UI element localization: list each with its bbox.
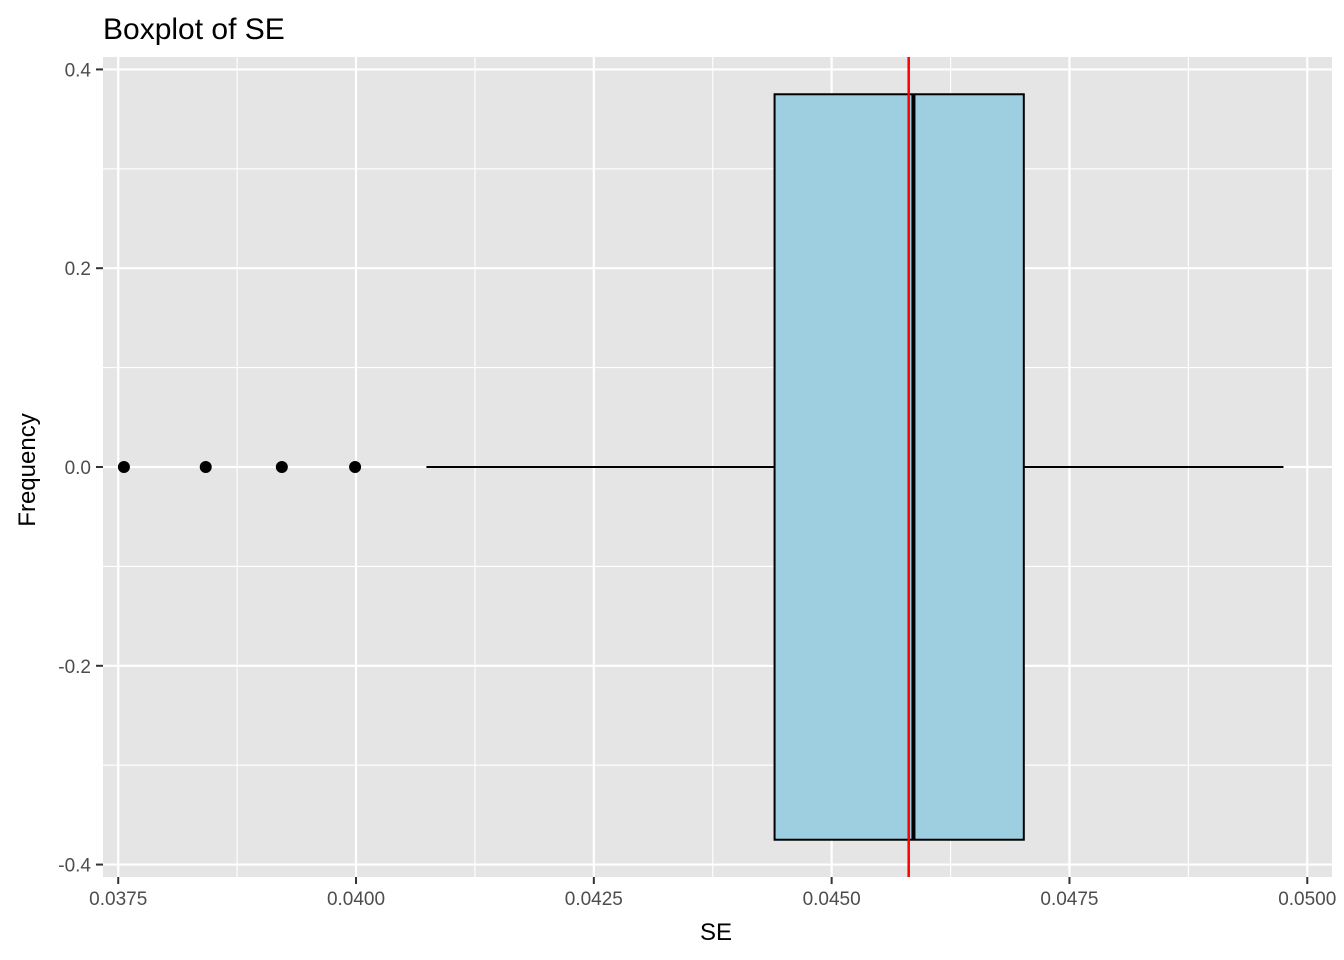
y-tick-label: 0.4 — [65, 60, 92, 81]
axis-ticks — [96, 68, 1309, 884]
chart-title: Boxplot of SE — [103, 13, 285, 46]
outlier-point — [349, 461, 362, 473]
x-tick-label: 0.0475 — [1040, 889, 1098, 910]
x-axis-title: SE — [700, 919, 732, 946]
y-tick-label: 0.2 — [65, 259, 91, 280]
outlier-point — [199, 461, 212, 473]
outlier-point — [117, 461, 130, 473]
outlier-point — [275, 461, 288, 473]
y-axis-title: Frequency — [14, 413, 41, 526]
x-tick-label: 0.0400 — [327, 889, 385, 910]
boxplot-marks — [117, 57, 1284, 877]
x-tick-label: 0.0375 — [89, 889, 147, 910]
x-tick-label: 0.0425 — [565, 889, 623, 910]
y-tick-label: -0.4 — [58, 856, 91, 877]
tick-labels: 0.0375 0.0400 0.0425 0.0450 0.0475 0.0500 -0.4… — [58, 60, 1336, 910]
x-tick-label: 0.0500 — [1278, 889, 1336, 910]
y-tick-label: -0.2 — [58, 657, 91, 678]
iqr-box — [773, 93, 1025, 841]
y-tick-label: 0.0 — [65, 458, 91, 479]
x-tick-label: 0.0450 — [803, 889, 861, 910]
